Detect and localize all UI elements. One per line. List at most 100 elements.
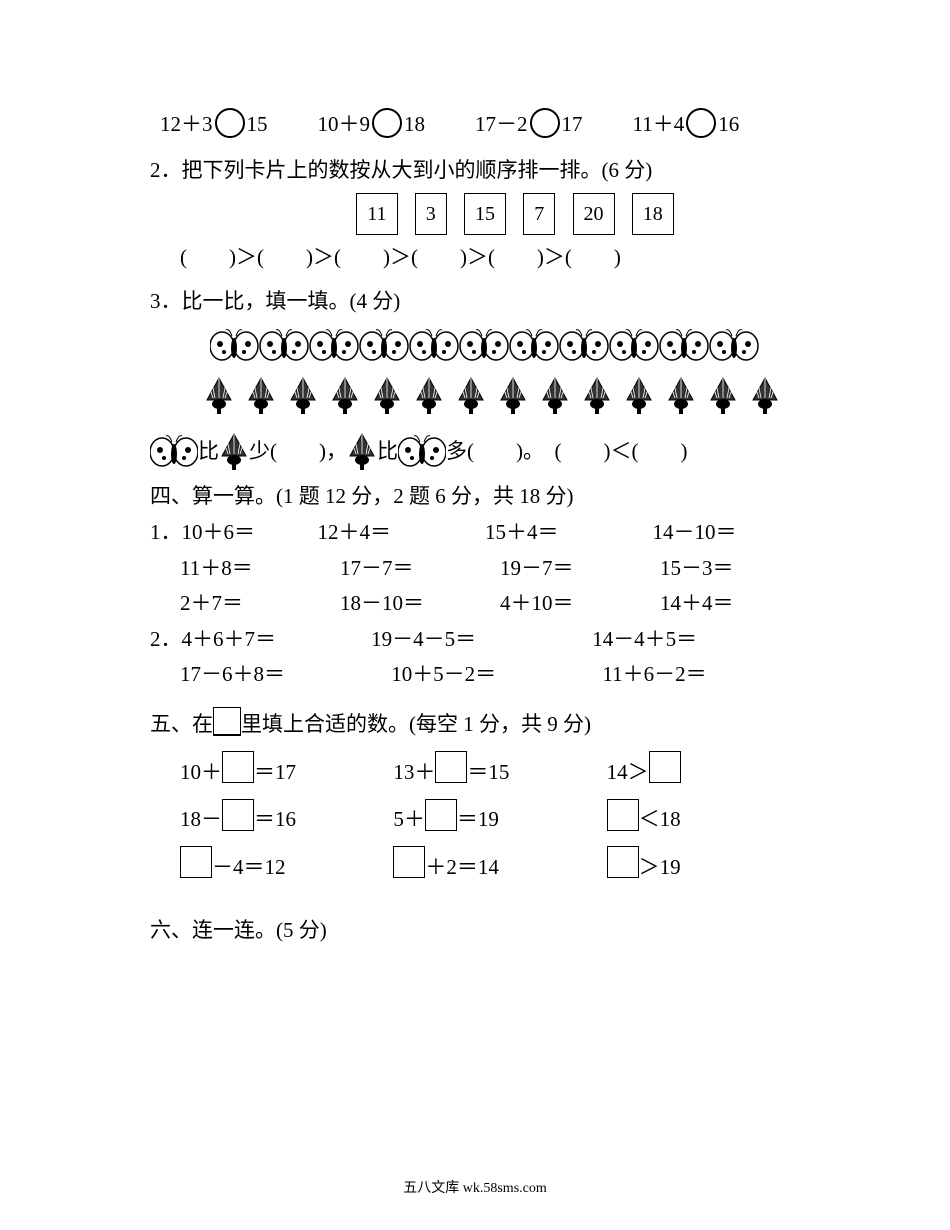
- q3-compare-line: 比 少( )， 比 多( )。 ( )＜( ): [150, 430, 820, 472]
- card: 18: [632, 193, 674, 235]
- calc: 12＋4＝: [318, 516, 486, 550]
- s5-cell: 18－ ＝16: [180, 803, 393, 837]
- card: 15: [464, 193, 506, 235]
- calc: 15－3＝: [660, 552, 820, 586]
- box-icon: [222, 799, 254, 831]
- q2-answer-line: ( )＞( )＞( )＞( )＞( )＞( ): [150, 241, 820, 275]
- q1-item-1: 10＋9 18: [318, 108, 426, 142]
- s5-pre: 10＋: [180, 756, 222, 790]
- text-shao: 少( )，: [249, 435, 347, 469]
- q1-label: 1．: [150, 520, 182, 544]
- s5-cell: ＞19: [607, 851, 820, 885]
- card: 7: [523, 193, 555, 235]
- q2-cards-row: 11 3 15 7 20 18: [210, 193, 820, 235]
- card: 3: [415, 193, 447, 235]
- s4-q1-row2: 2＋7＝ 18－10＝ 4＋10＝ 14＋4＝: [150, 587, 820, 621]
- s5-prefix: 五、在: [150, 708, 213, 742]
- box-icon: [213, 707, 241, 736]
- shuttlecock-icon: [219, 430, 249, 472]
- section5-title: 五、在 里填上合适的数。(每空 1 分，共 9 分): [150, 708, 820, 742]
- card: 11: [356, 193, 397, 235]
- butterfly-icon: [150, 430, 198, 472]
- text-bi-2: 比: [377, 435, 398, 469]
- q1-item-2: 17－2 17: [475, 108, 583, 142]
- box-icon: [649, 751, 681, 783]
- s5-post: ＝19: [457, 803, 499, 837]
- q1-compare-row: 12＋3 15 10＋9 18 17－2 17 11＋4 16: [160, 108, 820, 142]
- box-icon: [180, 846, 212, 878]
- shuttlecock-icons: [205, 374, 805, 424]
- q1-right-3: 16: [718, 108, 739, 142]
- calc: 17－6＋8＝: [180, 658, 391, 692]
- s5-post: ＝15: [467, 756, 509, 790]
- s5-post: ＝16: [254, 803, 296, 837]
- q3-label: 3．比一比，填一填。(4 分): [150, 285, 820, 319]
- s5-suffix: 里填上合适的数。(每空 1 分，共 9 分): [241, 708, 591, 742]
- box-icon: [222, 751, 254, 783]
- s4-q1-row0: 1．10＋6＝ 12＋4＝ 15＋4＝ 14－10＝: [150, 516, 820, 550]
- q1-left-2: 17－2: [475, 108, 528, 142]
- q1-right-1: 18: [404, 108, 425, 142]
- section4-title: 四、算一算。(1 题 12 分，2 题 6 分，共 18 分): [150, 480, 820, 514]
- q1-right-0: 15: [247, 108, 268, 142]
- s4-q2-row1: 17－6＋8＝ 10＋5－2＝ 11＋6－2＝: [150, 658, 820, 692]
- q2-label: 2．把下列卡片上的数按从大到小的顺序排一排。(6 分): [150, 154, 820, 188]
- box-icon: [607, 846, 639, 878]
- s4-q2-row0: 2．4＋6＋7＝ 19－4－5＝ 14－4＋5＝: [150, 623, 820, 657]
- s5-cell: 5＋＝19: [393, 803, 606, 837]
- s5-cell: ＜18: [607, 803, 820, 837]
- butterfly-icon: [398, 430, 446, 472]
- section5-rows: 10＋ ＝17 13＋ ＝15 14＞ 18－ ＝16 5＋＝19 ＜18 －4＝12 ＋2＝14 ＞…: [180, 756, 820, 885]
- s5-cell: 13＋ ＝15: [393, 756, 606, 790]
- s5-post: ＜18: [639, 803, 681, 837]
- box-icon: [425, 799, 457, 831]
- s4-q1-row1: 11＋8＝ 17－7＝ 19－7＝ 15－3＝: [150, 552, 820, 586]
- calc: 11＋6－2＝: [602, 658, 813, 692]
- calc: 4＋10＝: [500, 587, 660, 621]
- shuttlecock-icon: [347, 430, 377, 472]
- calc: 14－10＝: [653, 516, 821, 550]
- q1-item-0: 12＋3 15: [160, 108, 268, 142]
- s5-post: －4＝12: [212, 851, 286, 885]
- butterfly-icons: [210, 322, 760, 370]
- compare-circle-icon: [686, 108, 716, 138]
- s5-post: ＋2＝14: [425, 851, 499, 885]
- section6-title: 六、连一连。(5 分): [150, 914, 820, 948]
- s5-pre: 13＋: [393, 756, 435, 790]
- box-icon: [435, 751, 467, 783]
- s5-pre: 18－: [180, 803, 222, 837]
- q1-right-2: 17: [562, 108, 583, 142]
- q1-left-0: 12＋3: [160, 108, 213, 142]
- calc: 11＋8＝: [180, 552, 340, 586]
- q2-label: 2．: [150, 627, 182, 651]
- compare-circle-icon: [372, 108, 402, 138]
- s5-post: ＞19: [639, 851, 681, 885]
- calc: 2＋7＝: [180, 587, 340, 621]
- text-bi: 比: [198, 435, 219, 469]
- calc: 17－7＝: [340, 552, 500, 586]
- box-icon: [607, 799, 639, 831]
- worksheet-page: 12＋3 15 10＋9 18 17－2 17 11＋4 16 2．把下列卡片上…: [0, 0, 950, 1230]
- calc: 14－4＋5＝: [592, 623, 813, 657]
- compare-circle-icon: [530, 108, 560, 138]
- q1-left-1: 10＋9: [318, 108, 371, 142]
- s5-cell: 10＋ ＝17: [180, 756, 393, 790]
- q1-left-3: 11＋4: [633, 108, 685, 142]
- calc: 14＋4＝: [660, 587, 820, 621]
- calc: 19－7＝: [500, 552, 660, 586]
- s5-cell: ＋2＝14: [393, 851, 606, 885]
- s5-row: －4＝12 ＋2＝14 ＞19: [180, 851, 820, 885]
- q1-item-3: 11＋4 16: [633, 108, 740, 142]
- s5-row: 10＋ ＝17 13＋ ＝15 14＞: [180, 756, 820, 790]
- footer-text: 五八文库 wk.58sms.com: [0, 1178, 950, 1200]
- calc: 19－4－5＝: [371, 623, 592, 657]
- q3-shuttle-row: [205, 374, 820, 424]
- calc: 4＋6＋7＝: [182, 627, 277, 651]
- s5-row: 18－ ＝16 5＋＝19 ＜18: [180, 803, 820, 837]
- calc: 10＋5－2＝: [391, 658, 602, 692]
- s5-post: ＝17: [254, 756, 296, 790]
- s5-cell: 14＞: [607, 756, 820, 790]
- s5-pre: 14＞: [607, 756, 649, 790]
- q3-butterfly-row: [210, 322, 820, 370]
- s5-cell: －4＝12: [180, 851, 393, 885]
